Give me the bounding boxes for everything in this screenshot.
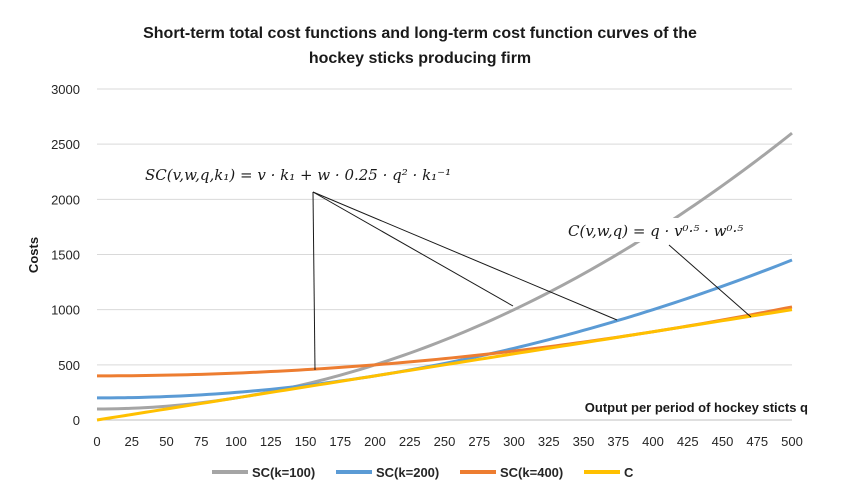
x-tick-label: 400 xyxy=(642,434,664,449)
y-tick-label: 1500 xyxy=(51,248,80,263)
chart-title-line-2: hockey sticks producing firm xyxy=(309,50,531,67)
x-tick-label: 125 xyxy=(260,434,282,449)
legend-label-2: SC(k=400) xyxy=(500,465,563,480)
series-line-3 xyxy=(96,308,793,422)
sc-annotation-pointer-k100 xyxy=(312,191,514,307)
x-tick-label: 225 xyxy=(399,434,421,449)
y-tick-label: 500 xyxy=(58,358,80,373)
x-tick-label: 150 xyxy=(295,434,317,449)
c-annotation-pointer xyxy=(668,244,752,318)
x-tick-label: 175 xyxy=(329,434,351,449)
y-tick-label: 3000 xyxy=(51,82,80,97)
x-tick-label: 200 xyxy=(364,434,386,449)
x-tick-label: 250 xyxy=(434,434,456,449)
sc-annotation-pointer-k400 xyxy=(312,191,316,371)
legend-label-1: SC(k=200) xyxy=(376,465,439,480)
y-tick-label: 1000 xyxy=(51,303,80,318)
x-tick-label: 425 xyxy=(677,434,699,449)
y-tick-label: 2000 xyxy=(51,192,80,207)
x-tick-label: 275 xyxy=(468,434,490,449)
y-axis-label: Costs xyxy=(26,237,41,273)
y-tick-label: 2500 xyxy=(51,137,80,152)
x-tick-label: 325 xyxy=(538,434,560,449)
c-annotation-background xyxy=(560,218,780,242)
annotation-pointers xyxy=(312,191,752,371)
legend-label-3: C xyxy=(624,465,634,480)
x-tick-label: 50 xyxy=(159,434,173,449)
x-tick-label: 75 xyxy=(194,434,208,449)
series-lines xyxy=(96,131,793,422)
series-line-1 xyxy=(96,258,793,400)
x-tick-label: 500 xyxy=(781,434,803,449)
x-tick-label: 100 xyxy=(225,434,247,449)
legend: SC(k=100) SC(k=200) SC(k=400) C xyxy=(212,465,634,480)
y-tick-label: 0 xyxy=(73,413,80,428)
x-tick-label: 350 xyxy=(573,434,595,449)
x-tick-label: 475 xyxy=(746,434,768,449)
x-tick-label: 25 xyxy=(125,434,139,449)
chart-title-line-1: Short-term total cost functions and long… xyxy=(143,25,697,42)
y-tick-labels: 0 500 1000 1500 2000 2500 3000 xyxy=(51,82,80,428)
sc-formula-annotation: SC(v,w,q,k₁) = v · k₁ + w · 0.25 · q² · … xyxy=(145,166,451,184)
x-tick-label: 375 xyxy=(607,434,629,449)
c-formula-annotation: C(v,w,q) = q · v⁰·⁵ · w⁰·⁵ xyxy=(568,222,743,240)
x-axis-label: Output per period of hockey sticts q xyxy=(585,400,808,415)
legend-label-0: SC(k=100) xyxy=(252,465,315,480)
sc-annotation-pointer-k200 xyxy=(312,191,618,321)
gridlines xyxy=(97,88,792,366)
x-tick-label: 300 xyxy=(503,434,525,449)
x-tick-label: 0 xyxy=(93,434,100,449)
x-tick-label: 450 xyxy=(712,434,734,449)
x-tick-labels: 0 25 50 75 100 125 150 175 200 225 250 275 300 325 350… xyxy=(93,434,802,449)
